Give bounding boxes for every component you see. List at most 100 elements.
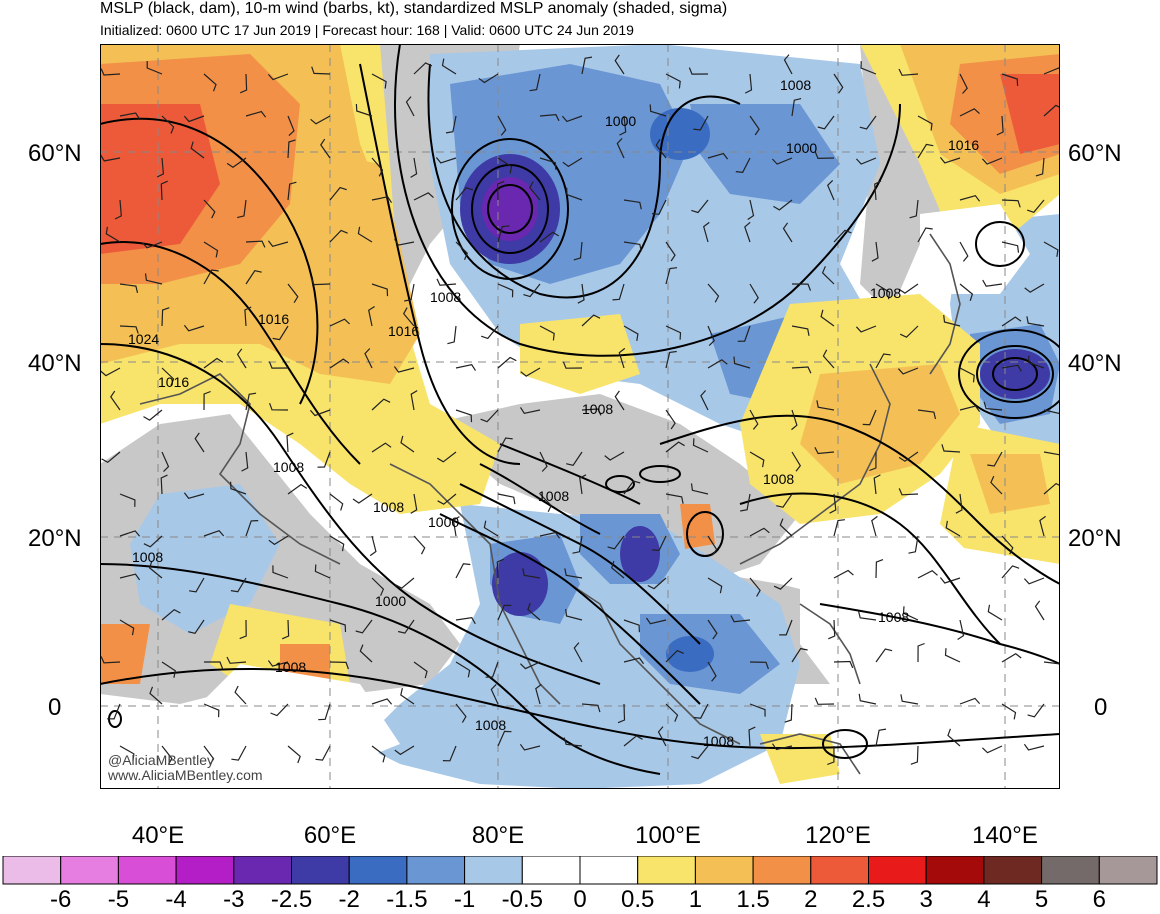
wind-barb: [959, 108, 980, 117]
wind-barb: [413, 62, 433, 75]
wind-barb: [744, 73, 753, 94]
wind-barb: [665, 441, 685, 453]
wind-barb: [814, 151, 835, 160]
wind-barb: [900, 694, 919, 705]
wind-barb: [455, 563, 471, 579]
isobar-label: 1000: [605, 113, 636, 129]
wind-barb: [394, 238, 415, 246]
wind-barb: [436, 278, 457, 286]
wind-barb: [688, 67, 709, 75]
wind-barb: [268, 361, 289, 369]
colorbar-swatch: [983, 856, 1043, 885]
wind-barb: [749, 409, 759, 430]
colorbar-label: 6: [1092, 886, 1106, 913]
wind-barb: [287, 745, 301, 764]
wind-barb: [957, 619, 965, 641]
wind-barb: [161, 115, 175, 134]
wind-barb: [581, 703, 601, 713]
wind-barb: [833, 569, 854, 579]
colorbar-label: -2.5: [270, 886, 313, 913]
wind-barb: [665, 241, 676, 262]
wind-barb: [996, 115, 1004, 136]
wind-barb: [371, 283, 389, 297]
wind-barb: [749, 703, 766, 717]
wind-barb: [614, 54, 625, 75]
wind-barb: [183, 115, 205, 123]
colorbar-label: 1.5: [736, 886, 770, 913]
wind-barb: [579, 474, 587, 495]
wind-barb: [707, 152, 729, 160]
wind-barb: [455, 187, 474, 201]
wind-barb: [1043, 241, 1059, 257]
isobar-label: 1008: [780, 77, 811, 93]
wind-barb: [959, 405, 981, 412]
wind-barb: [955, 493, 963, 514]
wind-barb: [855, 325, 877, 333]
strong-negative-core: [620, 526, 660, 582]
wind-barb: [820, 309, 835, 327]
wind-barb: [245, 392, 257, 411]
near-zero-region: [920, 204, 1030, 294]
wind-barb: [733, 356, 751, 369]
wind-barb: [909, 199, 919, 219]
wind-barb: [573, 241, 583, 261]
wind-barb: [945, 520, 961, 537]
colorbar-label: -3: [223, 886, 245, 913]
wind-barb: [161, 367, 175, 386]
wind-barb: [690, 483, 709, 495]
wind-barb: [287, 115, 295, 137]
wind-barb: [519, 407, 541, 414]
wind-barb: [771, 157, 793, 165]
wind-barb: [119, 530, 141, 537]
credit-site: www.AliciaMBentley.com: [108, 767, 263, 783]
wind-barb: [981, 745, 1003, 754]
wind-barbs: [100, 54, 1060, 766]
wind-barb: [693, 115, 709, 131]
wind-barb: [623, 657, 645, 665]
weak-negative-region: [360, 504, 800, 789]
wind-barb: [749, 283, 759, 304]
wind-barb: [665, 409, 676, 430]
wind-barb: [455, 661, 471, 678]
wind-barb: [857, 610, 877, 621]
colorbar-label: 0.5: [621, 886, 655, 913]
wind-barb: [561, 115, 583, 123]
wind-barb: [371, 157, 384, 177]
wind-barb: [737, 325, 751, 342]
wind-barb: [237, 199, 247, 219]
wind-barb: [320, 138, 331, 159]
wind-barb: [497, 180, 505, 201]
near-zero-region: [800, 544, 1060, 764]
wind-barb: [329, 229, 348, 243]
lon-label: 100°E: [635, 822, 701, 849]
wind-barb: [563, 737, 583, 747]
colorbar-swatch: [694, 856, 754, 885]
wind-barb: [581, 408, 602, 416]
wind-barb: [703, 221, 710, 243]
wind-barb: [1001, 565, 1020, 579]
colorbar-label: -2: [338, 886, 360, 913]
wind-barb: [749, 661, 769, 670]
wind-barb: [875, 559, 884, 579]
wind-barb: [791, 98, 802, 117]
chart-subtitle: Initialized: 0600 UTC 17 Jun 2019 | Fore…: [100, 22, 634, 38]
wind-barb: [990, 475, 1003, 495]
wind-barb: [749, 451, 765, 468]
wind-barb: [730, 615, 751, 623]
isobar-label: 1008: [878, 609, 909, 625]
colorbar-swatch: [464, 856, 523, 885]
isobar-label: 1008: [763, 471, 794, 487]
lat-label-right: 0: [1094, 694, 1108, 721]
isobar-label: 1000: [786, 140, 817, 156]
wind-barb: [270, 703, 289, 717]
wind-barb: [161, 608, 181, 621]
wind-barb: [655, 138, 667, 159]
wind-barb: [959, 283, 974, 301]
wind-barb: [369, 535, 377, 557]
wind-barb: [707, 619, 718, 640]
wind-barb: [267, 240, 289, 247]
wind-barb: [779, 518, 793, 537]
wind-barb: [623, 241, 642, 252]
wind-barb: [869, 451, 877, 472]
wind-barb: [245, 520, 259, 537]
